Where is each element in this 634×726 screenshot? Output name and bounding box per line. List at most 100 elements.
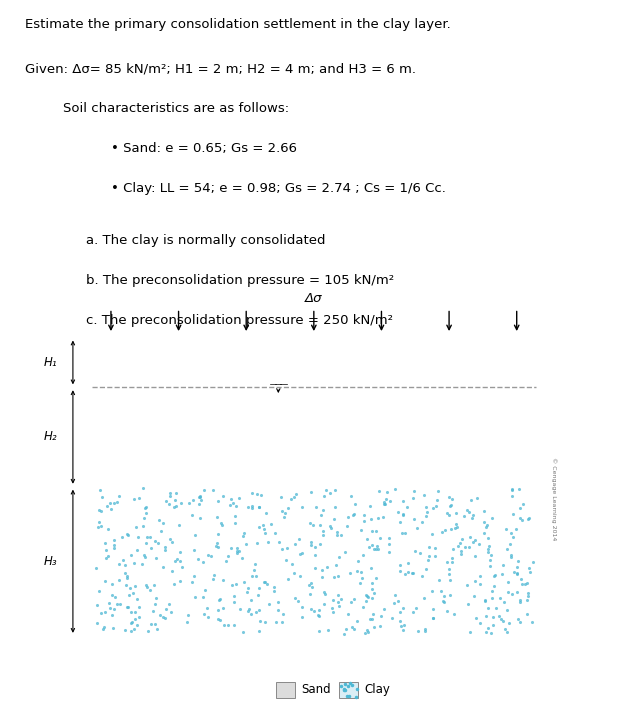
Point [341, 623, 351, 635]
Text: Sand: Sand [301, 683, 331, 696]
Point [259, 576, 269, 588]
Point [329, 571, 339, 583]
Point [481, 626, 491, 637]
Point [506, 551, 516, 563]
Point [413, 625, 424, 637]
Point [246, 594, 256, 605]
Point [297, 611, 307, 623]
Point [295, 570, 305, 582]
Point [369, 543, 379, 555]
Point [465, 531, 476, 543]
Point [438, 596, 448, 608]
Point [395, 516, 405, 528]
Point [223, 619, 233, 631]
Point [323, 624, 333, 636]
Point [452, 521, 462, 533]
Point [489, 571, 500, 582]
Point [254, 502, 264, 513]
Point [361, 590, 371, 601]
Point [214, 594, 224, 605]
Text: • Sand: e = 0.65; Gs = 2.66: • Sand: e = 0.65; Gs = 2.66 [111, 142, 297, 155]
Text: b. The preconsolidation pressure = 105 kN/m²: b. The preconsolidation pressure = 105 k… [86, 274, 394, 287]
Point [367, 539, 377, 551]
Point [256, 489, 266, 500]
Point [358, 602, 368, 613]
Point [245, 608, 256, 620]
Point [107, 610, 117, 621]
Point [184, 497, 194, 509]
Point [198, 556, 208, 568]
Point [279, 510, 289, 522]
Point [195, 492, 205, 503]
Point [239, 527, 249, 539]
Point [445, 589, 455, 600]
Point [399, 619, 410, 631]
Point [146, 619, 156, 630]
Point [315, 519, 325, 531]
Point [440, 524, 450, 536]
Point [451, 507, 461, 519]
Point [384, 546, 394, 558]
Point [402, 502, 412, 513]
Point [233, 545, 243, 557]
Point [446, 493, 456, 505]
Point [372, 540, 382, 552]
Point [379, 498, 389, 510]
Point [213, 528, 223, 539]
Point [500, 623, 510, 635]
Point [524, 512, 534, 523]
Point [112, 496, 122, 507]
Point [307, 582, 317, 593]
Point [373, 544, 383, 555]
Point [243, 501, 253, 513]
Point [169, 578, 179, 590]
Point [131, 613, 141, 625]
Point [138, 483, 148, 494]
Point [474, 538, 484, 550]
Point [488, 611, 498, 623]
Point [171, 487, 181, 499]
Point [189, 544, 199, 556]
Point [129, 494, 139, 505]
Point [275, 492, 285, 503]
Point [218, 602, 228, 613]
Point [230, 510, 240, 522]
Point [195, 492, 205, 503]
Point [321, 484, 331, 496]
Point [503, 576, 514, 587]
Point [120, 624, 131, 635]
Point [504, 617, 514, 629]
Point [288, 568, 299, 579]
Point [346, 568, 356, 579]
Point [502, 627, 512, 638]
Point [502, 543, 512, 555]
Point [152, 623, 162, 635]
Point [314, 625, 324, 637]
Point [491, 603, 501, 614]
Point [225, 499, 235, 511]
Point [469, 509, 479, 521]
Point [507, 588, 517, 600]
Point [424, 555, 434, 566]
Point [352, 616, 362, 627]
Point [158, 517, 168, 529]
Point [403, 558, 413, 569]
Point [122, 601, 132, 613]
Point [366, 563, 377, 574]
Point [205, 550, 216, 562]
Point [307, 519, 318, 531]
Point [427, 586, 437, 597]
Point [406, 567, 417, 579]
Point [363, 590, 373, 602]
Point [430, 501, 441, 513]
Point [165, 607, 176, 619]
Point [332, 529, 342, 541]
Point [249, 564, 259, 576]
Point [517, 578, 527, 590]
Point [327, 602, 337, 613]
Point [369, 587, 379, 599]
Point [430, 542, 441, 554]
Point [366, 513, 376, 525]
Point [136, 558, 146, 570]
Point [242, 587, 252, 598]
